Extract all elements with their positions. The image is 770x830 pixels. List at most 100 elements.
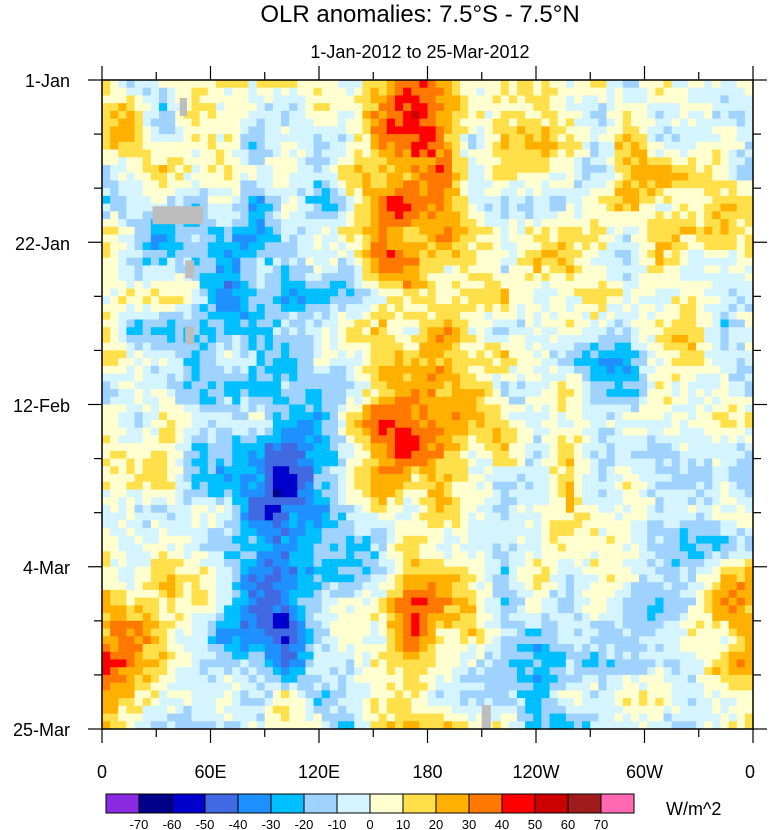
anomaly-cell (232, 141, 241, 151)
anomaly-cell (321, 257, 331, 267)
anomaly-cell (386, 489, 396, 498)
anomaly-cell (712, 443, 722, 452)
anomaly-cell (647, 242, 656, 251)
anomaly-cell (435, 458, 445, 467)
anomaly-cell (557, 87, 567, 97)
anomaly-cell (443, 234, 453, 243)
anomaly-cell (142, 219, 152, 228)
anomaly-cell (630, 273, 640, 282)
anomaly-cell (264, 474, 274, 483)
anomaly-cell (655, 327, 665, 336)
anomaly-cell (460, 249, 469, 259)
anomaly-cell (329, 512, 339, 521)
anomaly-cell (272, 242, 282, 251)
anomaly-cell (167, 543, 176, 552)
anomaly-cell (492, 319, 502, 328)
anomaly-cell (134, 95, 144, 104)
anomaly-cell (305, 172, 315, 182)
anomaly-cell (329, 489, 339, 498)
anomaly-cell (565, 450, 575, 460)
anomaly-cell (110, 358, 119, 367)
anomaly-cell (167, 528, 176, 537)
anomaly-cell (118, 342, 128, 352)
anomaly-cell (728, 412, 738, 421)
anomaly-cell (110, 219, 119, 228)
anomaly-cell (492, 373, 502, 382)
anomaly-cell (394, 404, 404, 413)
anomaly-cell (118, 481, 128, 491)
anomaly-cell (329, 474, 339, 483)
anomaly-cell (573, 535, 583, 545)
anomaly-cell (451, 211, 461, 220)
anomaly-cell (549, 273, 559, 282)
anomaly-cell (305, 474, 315, 483)
anomaly-cell (712, 126, 722, 135)
anomaly-cell (264, 172, 274, 182)
anomaly-cell (232, 535, 241, 545)
anomaly-cell (622, 273, 632, 282)
anomaly-cell (134, 280, 144, 290)
anomaly-cell (687, 474, 697, 483)
anomaly-cell (362, 188, 372, 197)
anomaly-cell (248, 543, 258, 552)
anomaly-cell (614, 373, 624, 382)
anomaly-cell (175, 157, 184, 166)
anomaly-cell (639, 80, 648, 89)
anomaly-cell (720, 288, 730, 297)
anomaly-cell (142, 311, 152, 321)
anomaly-cell (451, 257, 461, 267)
anomaly-cell (419, 195, 429, 205)
anomaly-cell (346, 435, 355, 444)
anomaly-cell (525, 118, 534, 127)
anomaly-cell (313, 404, 323, 413)
anomaly-cell (517, 157, 526, 166)
anomaly-cell (728, 512, 738, 521)
anomaly-cell (118, 435, 128, 444)
anomaly-cell (289, 80, 298, 89)
anomaly-cell (256, 80, 266, 89)
anomaly-cell (321, 489, 331, 498)
anomaly-cell (582, 450, 591, 460)
anomaly-cell (191, 319, 201, 328)
anomaly-cell (533, 466, 543, 475)
anomaly-cell (224, 450, 233, 460)
anomaly-cell (224, 350, 233, 359)
anomaly-cell (248, 327, 258, 336)
anomaly-cell (289, 559, 298, 568)
anomaly-cell (525, 520, 534, 529)
anomaly-cell (525, 427, 534, 437)
anomaly-cell (606, 103, 616, 112)
anomaly-cell (362, 257, 372, 267)
anomaly-cell (557, 311, 567, 321)
anomaly-cell (337, 311, 347, 321)
anomaly-cell (655, 149, 665, 158)
anomaly-cell (199, 528, 209, 537)
anomaly-cell (736, 157, 746, 166)
anomaly-cell (362, 311, 372, 321)
anomaly-cell (297, 319, 307, 328)
anomaly-cell (346, 304, 355, 313)
anomaly-cell (598, 512, 608, 521)
anomaly-cell (630, 350, 640, 359)
anomaly-cell (281, 342, 290, 352)
anomaly-cell (573, 211, 583, 220)
anomaly-cell (248, 358, 258, 367)
anomaly-cell (394, 427, 404, 437)
anomaly-cell (484, 358, 494, 367)
anomaly-cell (346, 497, 355, 506)
anomaly-cell (183, 288, 193, 297)
anomaly-cell (183, 559, 193, 568)
anomaly-cell (614, 110, 624, 120)
anomaly-cell (565, 296, 575, 305)
anomaly-cell (134, 404, 144, 413)
anomaly-cell (264, 234, 274, 243)
anomaly-cell (346, 373, 355, 382)
anomaly-cell (321, 535, 331, 545)
anomaly-cell (297, 458, 307, 467)
anomaly-cell (622, 396, 632, 406)
anomaly-cell (663, 211, 673, 220)
anomaly-cell (199, 134, 209, 143)
anomaly-cell (419, 126, 429, 135)
anomaly-cell (630, 95, 640, 104)
anomaly-cell (215, 249, 225, 259)
